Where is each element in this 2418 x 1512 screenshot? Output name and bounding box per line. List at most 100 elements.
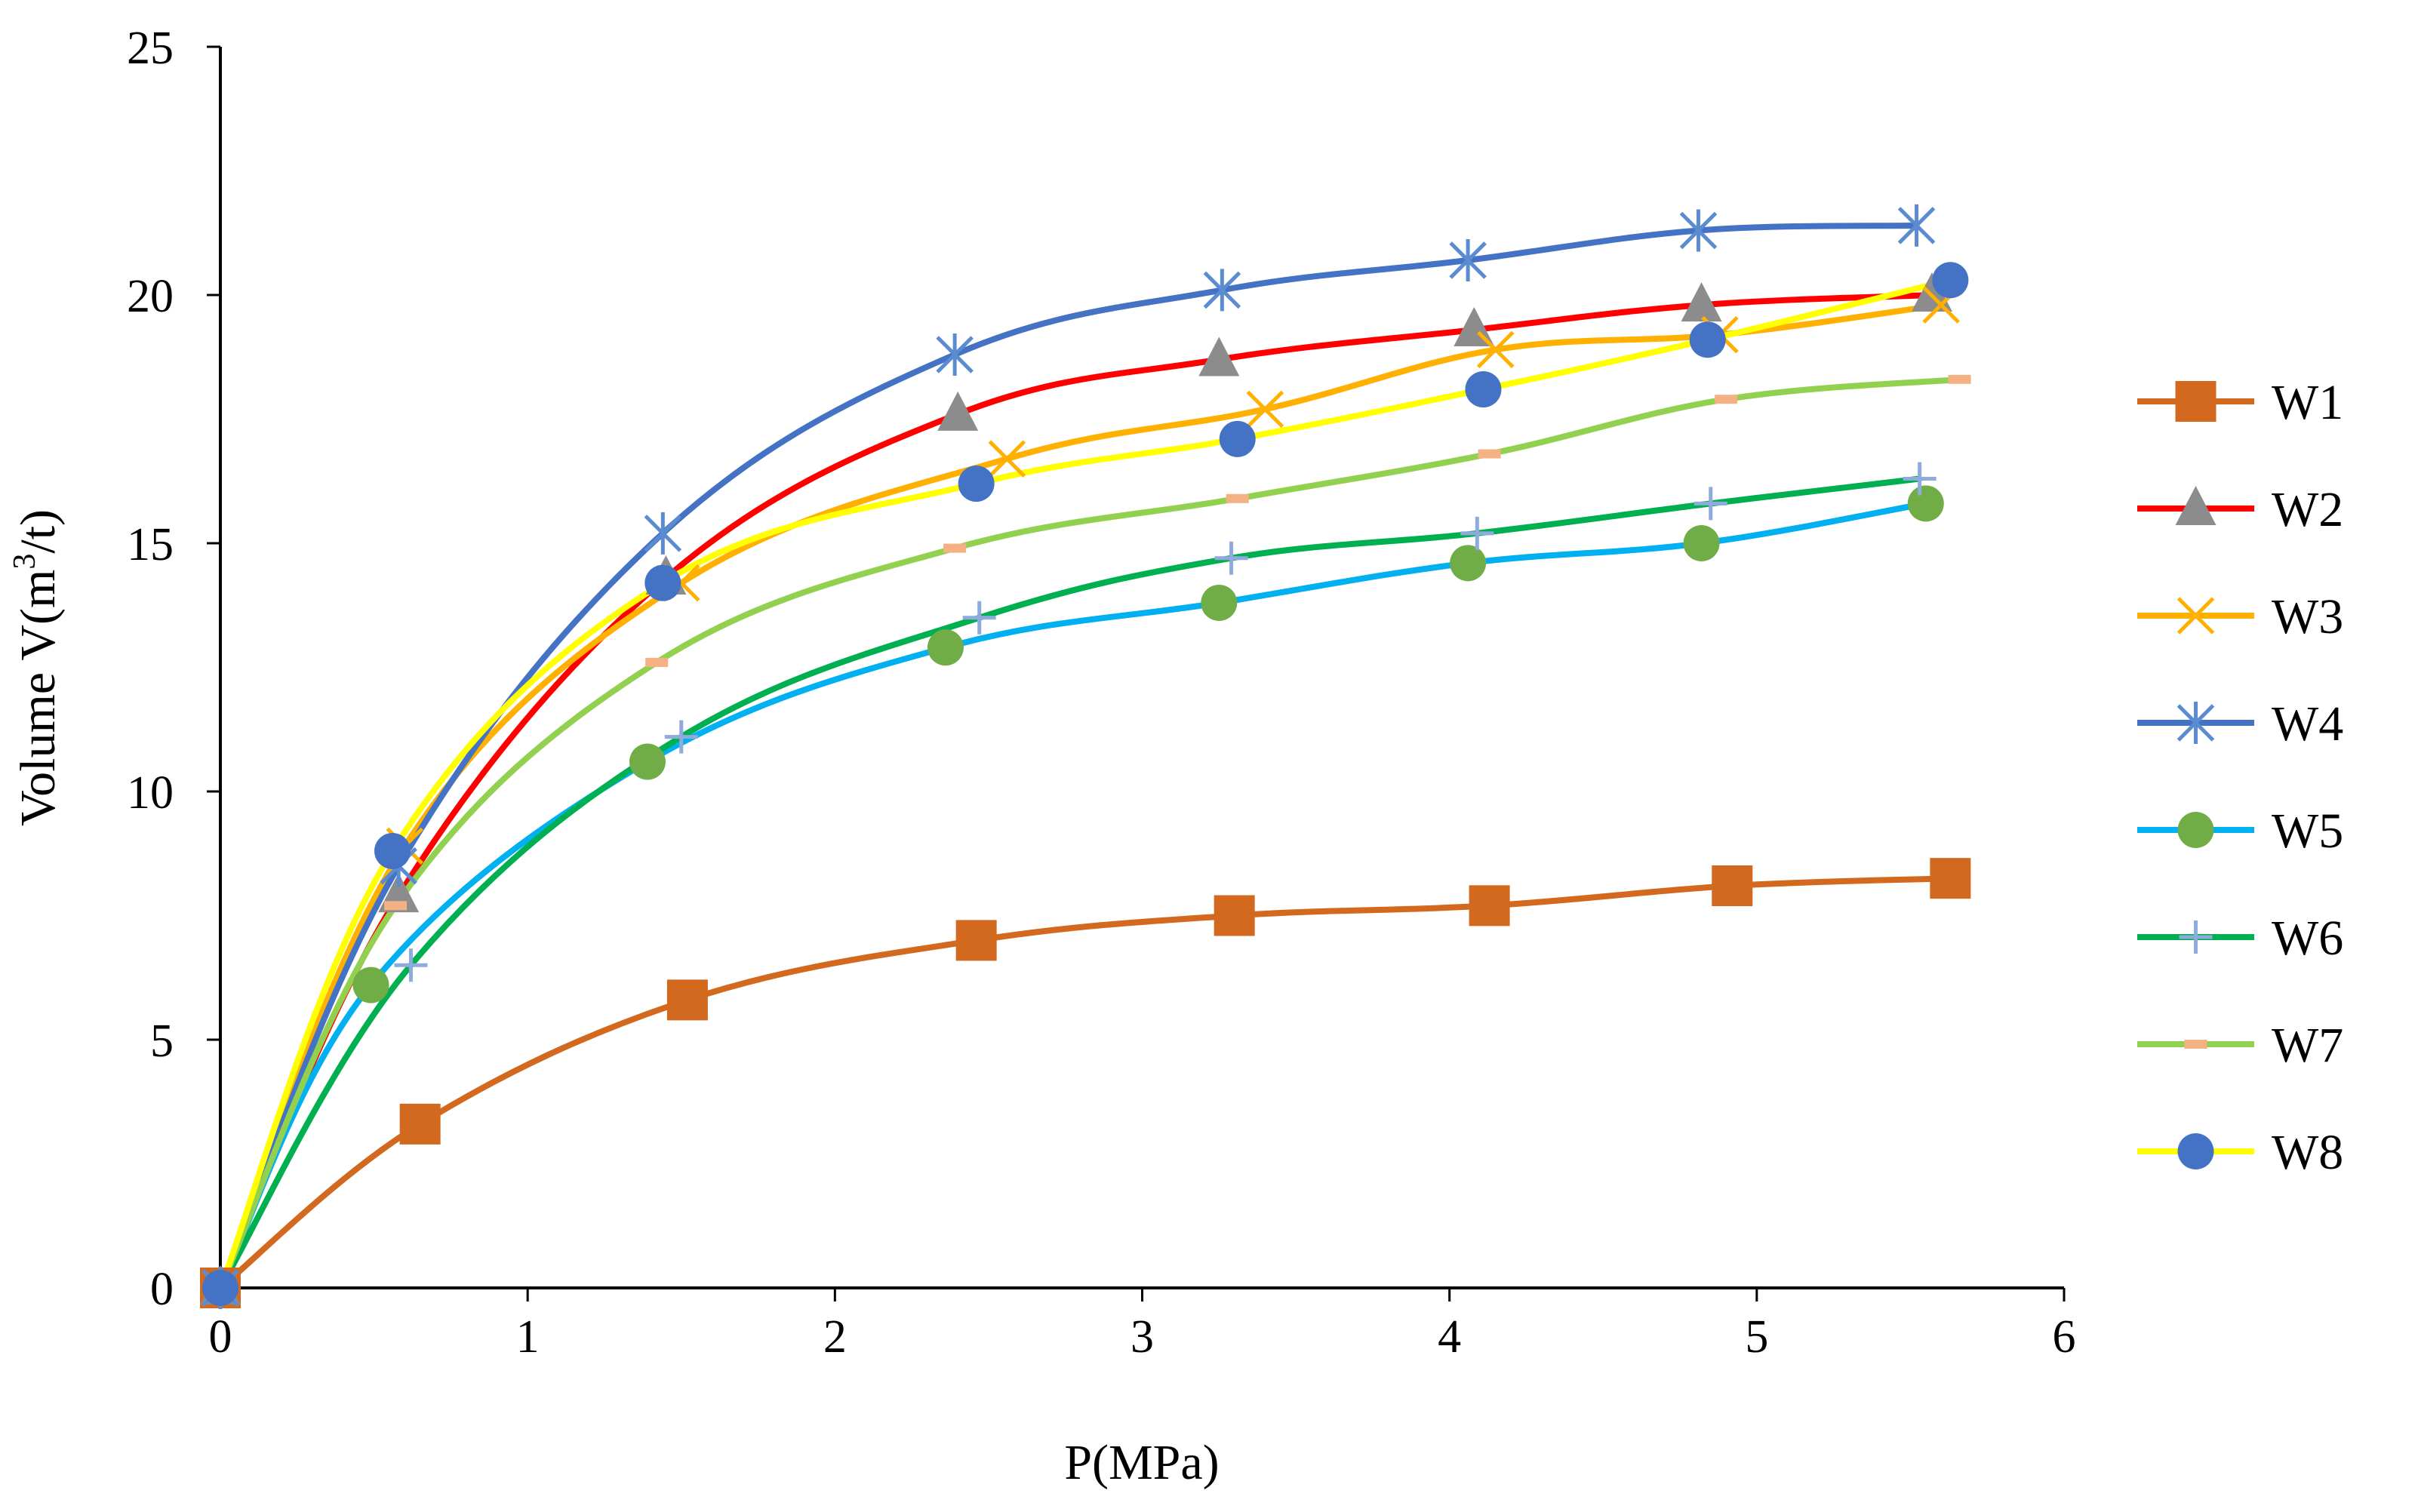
data-point-w5-7 xyxy=(1907,485,1944,522)
legend-marker-swatch xyxy=(2177,702,2215,744)
data-point-w2-3 xyxy=(937,391,979,431)
y-axis-label-tail: /t) xyxy=(11,509,66,554)
y-tick-label: 25 xyxy=(127,23,174,74)
legend-item-w5: W5 xyxy=(2137,804,2343,859)
data-point-w6-4 xyxy=(1214,541,1248,575)
legend-label: W1 xyxy=(2272,375,2343,430)
legend: W1 W2 W3 W4 W5 W6 W7 W8 xyxy=(2137,375,2343,1180)
y-axis-label-sup: 3 xyxy=(8,554,42,570)
series-line-w7 xyxy=(217,376,1963,1291)
data-point-w5-5 xyxy=(1450,545,1487,582)
legend-label: W4 xyxy=(2272,696,2343,751)
legend-item-w1: W1 xyxy=(2137,375,2343,430)
data-point-w7-5 xyxy=(1478,449,1501,459)
data-point-w8-0 xyxy=(202,1270,238,1306)
data-point-w8-7 xyxy=(1932,262,1969,299)
data-point-w1-6 xyxy=(1712,865,1753,907)
data-point-w5-3 xyxy=(927,629,964,666)
data-point-w7-2 xyxy=(645,657,669,667)
data-point-w3-4 xyxy=(1246,390,1284,429)
legend-item-w6: W6 xyxy=(2137,911,2343,966)
data-point-w1-4 xyxy=(1214,895,1255,936)
data-point-w6-2 xyxy=(664,720,698,754)
legend-label: W7 xyxy=(2272,1018,2343,1073)
series-lines xyxy=(217,222,1963,1291)
data-point-w4-3 xyxy=(936,333,974,376)
series-markers xyxy=(200,204,1971,1309)
y-tick-label: 0 xyxy=(150,1264,174,1315)
y-axis-label: Volume V(m3/t) xyxy=(8,509,66,826)
data-point-w1-5 xyxy=(1469,885,1510,927)
legend-label: W6 xyxy=(2272,911,2343,966)
legend-item-w8: W8 xyxy=(2137,1125,2343,1180)
x-tick-label: 0 xyxy=(209,1311,232,1363)
data-point-w6-1 xyxy=(394,948,428,982)
data-point-w8-1 xyxy=(374,832,411,869)
data-point-w7-7 xyxy=(1948,374,1971,384)
legend-marker-swatch xyxy=(2177,597,2215,635)
data-point-w6-5 xyxy=(1460,516,1494,550)
x-axis-label: P(MPa) xyxy=(1064,1435,1219,1490)
legend-item-w3: W3 xyxy=(2137,589,2343,644)
legend-marker-swatch xyxy=(2177,1133,2214,1169)
x-tick-label: 6 xyxy=(2053,1311,2076,1363)
data-point-w7-1 xyxy=(384,901,408,911)
data-point-w8-3 xyxy=(958,466,995,502)
data-point-w1-3 xyxy=(955,920,997,961)
data-point-w4-4 xyxy=(1203,269,1241,312)
data-point-w4-7 xyxy=(1897,204,1936,247)
data-point-w1-7 xyxy=(1930,858,1971,899)
legend-marker-swatch xyxy=(2175,381,2216,422)
x-ticks: 0 1 2 3 4 5 6 xyxy=(209,1288,2076,1363)
legend-label: W8 xyxy=(2272,1125,2343,1180)
legend-item-w2: W2 xyxy=(2137,482,2343,537)
legend-label: W5 xyxy=(2272,804,2343,859)
data-point-w1-2 xyxy=(666,979,708,1021)
y-tick-label: 15 xyxy=(127,519,174,570)
legend-marker-swatch xyxy=(2179,920,2213,954)
data-point-w4-5 xyxy=(1449,238,1487,281)
y-ticks: 0 5 10 15 20 25 xyxy=(127,23,220,1315)
y-tick-label: 20 xyxy=(127,271,174,322)
series-line-w3 xyxy=(217,302,1945,1291)
y-tick-label: 5 xyxy=(150,1016,174,1067)
x-tick-label: 5 xyxy=(1745,1311,1768,1363)
data-point-w5-4 xyxy=(1201,584,1238,621)
x-tick-label: 3 xyxy=(1131,1311,1154,1363)
legend-marker-swatch xyxy=(2177,812,2214,848)
data-point-w6-3 xyxy=(962,601,996,635)
data-point-w2-6 xyxy=(1681,282,1722,322)
legend-label: W2 xyxy=(2272,482,2343,537)
data-point-w6-6 xyxy=(1694,487,1727,521)
data-point-w7-3 xyxy=(943,543,967,553)
y-axis-label-main: Volume V(m xyxy=(11,570,66,826)
legend-item-w4: W4 xyxy=(2137,696,2343,751)
legend-marker-swatch xyxy=(2175,486,2216,525)
data-point-w8-6 xyxy=(1689,321,1726,358)
x-tick-label: 1 xyxy=(516,1311,540,1363)
data-point-w3-3 xyxy=(988,440,1026,478)
legend-marker-swatch xyxy=(2184,1040,2207,1049)
x-tick-label: 4 xyxy=(1438,1311,1461,1363)
data-point-w8-4 xyxy=(1219,420,1256,457)
legend-label: W3 xyxy=(2272,589,2343,644)
data-point-w4-6 xyxy=(1679,209,1718,252)
data-point-w6-7 xyxy=(1903,462,1937,496)
data-point-w5-2 xyxy=(629,743,666,780)
data-point-w2-4 xyxy=(1198,337,1240,376)
x-tick-label: 2 xyxy=(823,1311,847,1363)
data-point-w8-2 xyxy=(644,564,681,601)
data-point-w5-6 xyxy=(1683,525,1720,561)
data-point-w7-4 xyxy=(1226,493,1249,503)
data-point-w5-1 xyxy=(352,967,389,1003)
series-line-w8 xyxy=(217,277,1954,1291)
series-line-w1 xyxy=(217,875,1954,1291)
data-point-w1-1 xyxy=(399,1103,441,1145)
y-tick-label: 10 xyxy=(127,767,174,819)
data-point-w4-2 xyxy=(644,512,682,555)
data-point-w8-5 xyxy=(1465,371,1502,408)
legend-item-w7: W7 xyxy=(2137,1018,2343,1073)
data-point-w3-5 xyxy=(1476,330,1515,369)
